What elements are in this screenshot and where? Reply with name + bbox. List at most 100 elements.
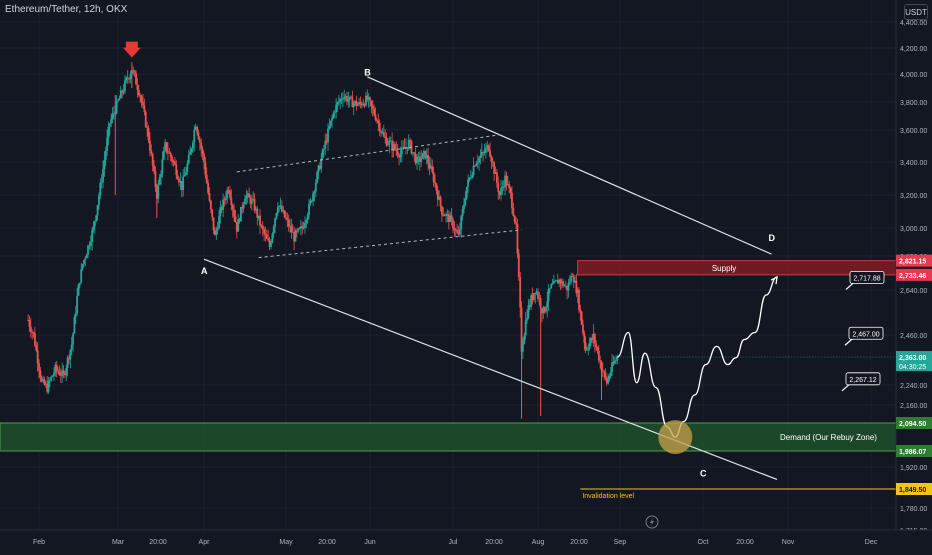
candle-body <box>140 96 143 103</box>
candle-body <box>562 281 565 286</box>
candle-body <box>54 364 57 373</box>
candle-body <box>409 140 412 142</box>
candle-body <box>117 100 119 102</box>
candle-body <box>43 379 46 385</box>
supply-label: Supply <box>712 264 736 273</box>
candle-body <box>283 210 286 218</box>
candle-body <box>530 295 533 307</box>
candle-body <box>318 165 321 170</box>
candle-body <box>194 126 197 130</box>
candle-body <box>615 360 617 361</box>
candle-body <box>543 307 546 312</box>
candle-body <box>216 228 219 231</box>
candle-body <box>487 145 490 151</box>
candle-body <box>362 104 365 106</box>
candle-body <box>538 298 541 300</box>
candle-body <box>342 98 344 100</box>
candle-body <box>526 317 528 321</box>
candle-body <box>282 210 285 212</box>
rebuy-circle <box>658 420 693 455</box>
candle-body <box>439 196 442 207</box>
candle-body <box>575 280 578 294</box>
candle-body <box>312 193 314 202</box>
candle-body <box>505 175 508 186</box>
candle-body <box>465 186 468 199</box>
candle-body <box>34 333 36 346</box>
candle-body <box>431 166 434 172</box>
candle-body <box>158 177 161 185</box>
current-price-badge-timer: 04:30:25 <box>899 364 926 371</box>
candle-body <box>212 217 215 231</box>
candle-body <box>44 383 47 385</box>
candle-body <box>146 126 149 128</box>
candle-body <box>74 313 77 317</box>
y-tick-label: 4,000.00 <box>900 72 927 79</box>
candle-body <box>298 228 301 229</box>
candle-body <box>103 159 106 169</box>
candle-body <box>320 158 323 170</box>
invalidation-label: Invalidation level <box>582 493 634 500</box>
candle-body <box>399 154 402 158</box>
candle-body <box>73 316 76 334</box>
candle-body <box>70 344 73 350</box>
candle-body <box>327 128 329 143</box>
candle-body <box>539 298 542 309</box>
candle-body <box>373 108 376 115</box>
x-tick-label: 20:00 <box>318 539 336 546</box>
candle-body <box>87 245 89 255</box>
candle-body <box>396 150 399 155</box>
candle-body <box>343 97 346 99</box>
candle-body <box>506 184 509 186</box>
candle-body <box>276 207 279 214</box>
candle-body <box>493 162 496 174</box>
candle-body <box>332 113 335 118</box>
wave-label-d: D <box>769 233 776 243</box>
trendline-channel-upper <box>367 76 772 255</box>
supply-bottom-badge <box>896 268 932 281</box>
candle-body <box>286 218 289 220</box>
candle-body <box>189 152 192 155</box>
candle-body <box>287 219 290 227</box>
candle-body <box>201 149 204 154</box>
candle-body <box>168 152 171 154</box>
candle-body <box>253 198 256 211</box>
candle-body <box>209 200 212 210</box>
candle-body <box>321 149 324 159</box>
candle-body <box>355 100 358 106</box>
candle-body <box>363 104 366 106</box>
candle-body <box>35 345 38 351</box>
candle-body <box>63 373 66 376</box>
currency-button[interactable]: USDT <box>904 4 928 20</box>
candle-body <box>139 95 142 97</box>
demand-zone <box>0 422 897 452</box>
candle-body <box>231 205 234 210</box>
candle-body <box>545 307 547 312</box>
candle-body <box>95 215 98 222</box>
candle-body <box>154 171 157 187</box>
candle-body <box>48 380 51 382</box>
candle-body <box>420 158 423 162</box>
candle-body <box>285 217 287 219</box>
supply-top-badge <box>896 254 932 267</box>
candle-body <box>387 144 389 146</box>
candle-body <box>555 280 558 282</box>
candle-body <box>309 200 312 204</box>
candle-body <box>238 219 241 222</box>
candle-body <box>328 126 331 129</box>
candle-body <box>370 100 373 106</box>
symbol-title: Ethereum/Tether, 12h, OKX <box>5 4 128 15</box>
candle-body <box>291 232 294 233</box>
x-tick-label: Jul <box>449 539 458 546</box>
candle-body <box>587 348 590 350</box>
candle-body <box>294 230 297 242</box>
candle-body <box>588 342 591 349</box>
y-tick-label: 3,400.00 <box>900 160 927 167</box>
candle-body <box>406 146 409 149</box>
candle-body <box>384 136 387 139</box>
x-tick-label: 20:00 <box>736 539 754 546</box>
candle-body <box>576 289 579 294</box>
callout-box <box>849 270 885 284</box>
candle-body <box>178 179 180 183</box>
